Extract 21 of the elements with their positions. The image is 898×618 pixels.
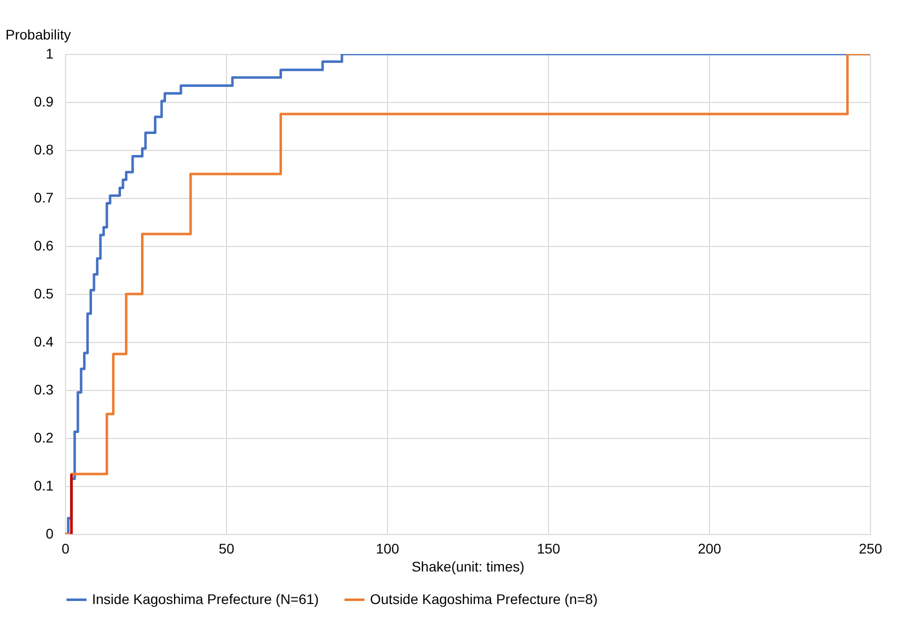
y-tick-label: 0.7 [34, 190, 54, 206]
x-tick-label: 250 [858, 540, 882, 556]
y-tick-label: 0.3 [34, 382, 54, 398]
y-tick-label: 0.9 [34, 94, 54, 110]
legend-label: Outside Kagoshima Prefecture (n=8) [370, 590, 598, 607]
y-tick-label: 0 [46, 526, 54, 542]
y-tick-label: 0.5 [34, 286, 54, 302]
x-tick-label: 50 [218, 540, 234, 556]
y-tick-label: 0.4 [34, 334, 54, 350]
y-tick-label: 0.8 [34, 142, 54, 158]
y-tick-label: 0.6 [34, 238, 54, 254]
x-axis-title: Shake(unit: times) [412, 558, 524, 574]
y-tick-label: 0.2 [34, 430, 54, 446]
legend-label: Inside Kagoshima Prefecture (N=61) [92, 590, 319, 607]
y-tick-label: 1 [46, 46, 54, 62]
y-tick-label: 0.1 [34, 478, 54, 494]
x-tick-label: 0 [62, 540, 70, 556]
x-tick-label: 150 [536, 540, 560, 556]
x-tick-label: 100 [376, 540, 400, 556]
y-axis-title: Probability [6, 26, 71, 42]
x-tick-label: 200 [698, 540, 722, 556]
